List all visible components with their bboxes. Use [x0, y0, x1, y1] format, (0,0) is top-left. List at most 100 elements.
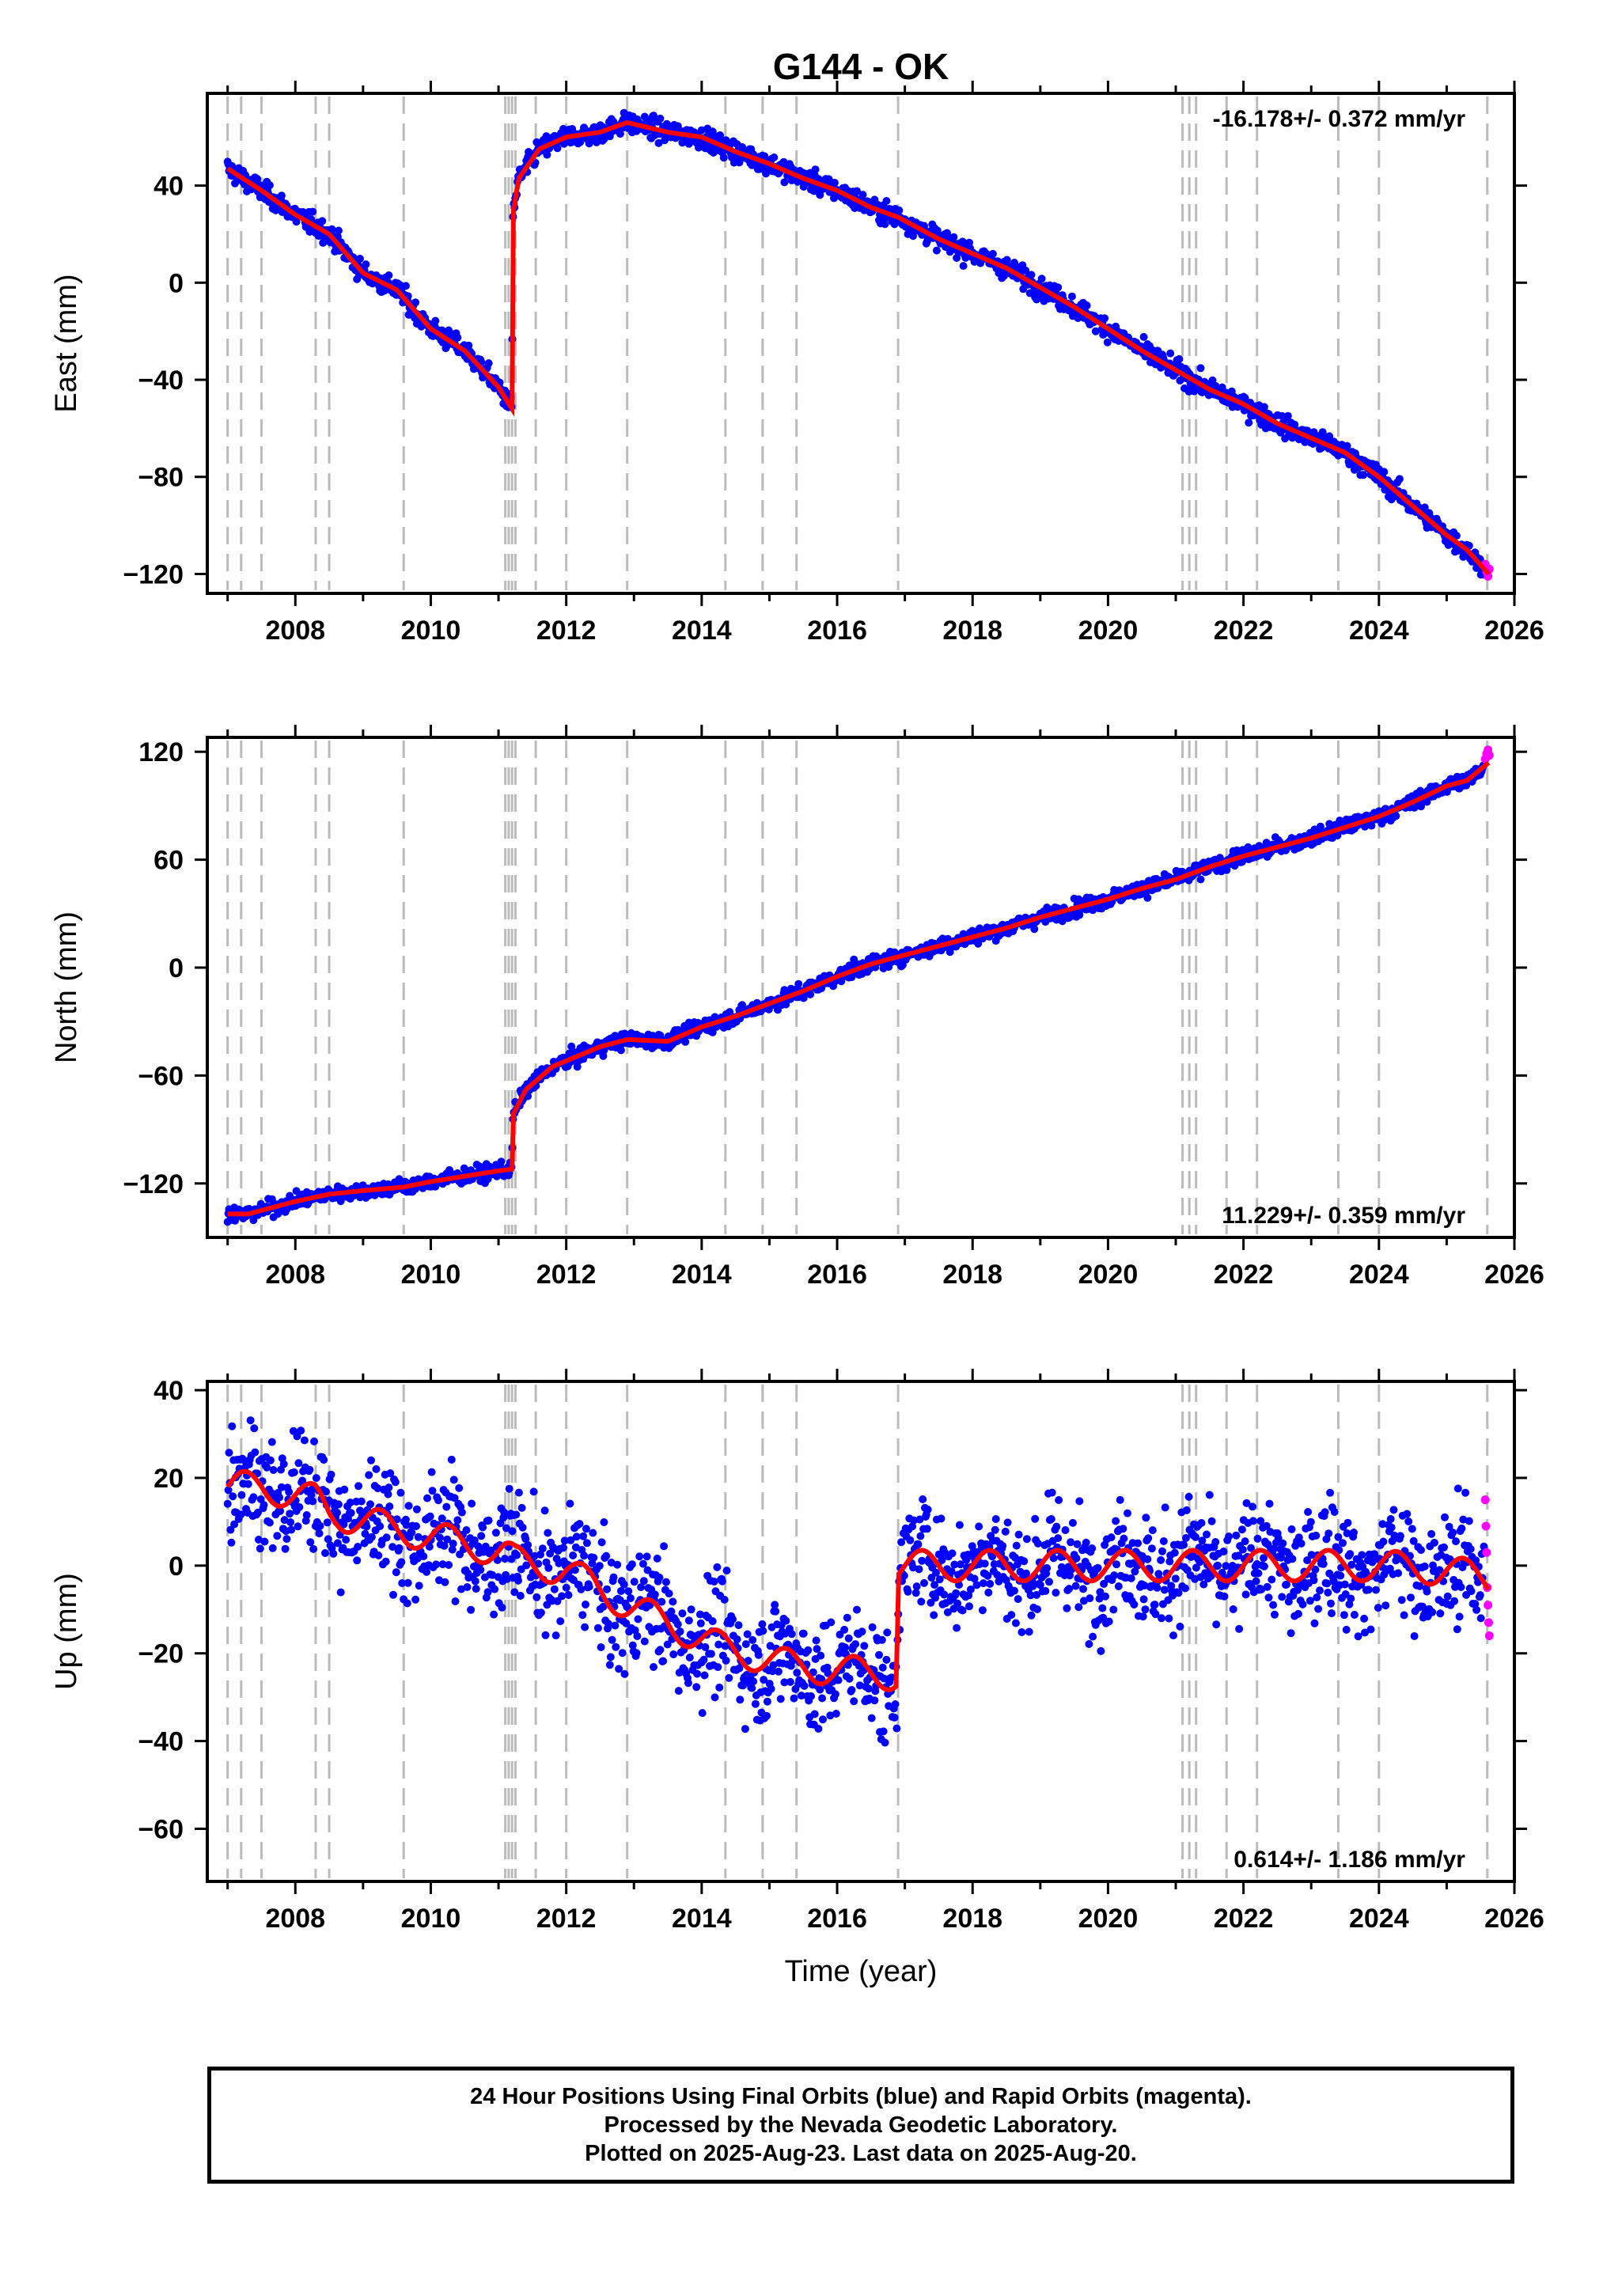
up-data-point	[699, 1655, 708, 1664]
up-data-point	[491, 1585, 499, 1593]
up-data-point	[1112, 1517, 1120, 1525]
up-data-point	[354, 1482, 363, 1491]
up-data-point	[655, 1574, 664, 1582]
up-data-point	[340, 1485, 349, 1494]
up-data-point	[577, 1585, 585, 1593]
east-x-tick-label: 2026	[1484, 616, 1544, 646]
up-data-point	[540, 1506, 549, 1515]
east-data-point	[1283, 411, 1292, 420]
up-data-point	[514, 1488, 523, 1497]
up-data-point	[397, 1558, 406, 1567]
east-data-point	[949, 233, 958, 241]
up-data-point	[1165, 1614, 1173, 1623]
east-data-point	[318, 217, 327, 225]
up-data-point	[1214, 1561, 1222, 1570]
east-data-point	[1101, 314, 1109, 323]
up-data-point	[906, 1536, 915, 1544]
north-rapid-point	[1484, 751, 1494, 760]
up-data-point	[517, 1503, 526, 1512]
up-data-point	[536, 1608, 545, 1617]
up-data-point	[845, 1674, 854, 1683]
up-data-point	[374, 1552, 383, 1559]
up-data-point	[858, 1627, 866, 1636]
up-data-point	[294, 1459, 303, 1468]
up-data-point	[1001, 1527, 1010, 1536]
up-data-point	[692, 1683, 701, 1692]
up-data-point	[498, 1603, 506, 1612]
up-data-point	[917, 1597, 926, 1606]
up-data-point	[816, 1685, 824, 1694]
up-data-point	[463, 1583, 472, 1591]
up-data-point	[711, 1693, 719, 1702]
east-data-point	[559, 139, 568, 148]
up-data-point	[701, 1642, 710, 1651]
up-data-point	[564, 1591, 573, 1599]
east-data-point	[1037, 275, 1046, 283]
up-data-point	[832, 1710, 840, 1718]
up-data-point	[279, 1460, 288, 1468]
up-data-point	[1219, 1548, 1228, 1555]
up-data-point	[620, 1669, 629, 1678]
up-data-point	[285, 1487, 294, 1496]
up-data-point	[741, 1640, 750, 1649]
east-data-point	[1002, 256, 1011, 264]
up-data-point	[1061, 1526, 1070, 1534]
east-data-point	[656, 114, 665, 123]
east-final-orbit-points	[223, 108, 1494, 582]
up-data-point	[585, 1582, 593, 1591]
up-data-point	[227, 1538, 236, 1547]
up-data-point	[710, 1578, 718, 1586]
east-data-point	[830, 179, 839, 187]
up-data-point	[676, 1627, 684, 1636]
up-data-point	[415, 1582, 423, 1590]
east-data-point	[719, 153, 728, 162]
up-data-point	[1212, 1620, 1221, 1629]
east-data-point	[708, 127, 717, 136]
up-data-point	[1003, 1518, 1012, 1527]
east-data-point	[1288, 434, 1297, 442]
up-data-point	[392, 1568, 400, 1577]
up-data-point	[462, 1526, 471, 1534]
up-data-point	[581, 1623, 589, 1631]
up-data-point	[1171, 1574, 1180, 1583]
up-data-point	[684, 1616, 693, 1625]
up-data-point	[965, 1602, 973, 1611]
up-data-point	[476, 1566, 485, 1574]
up-data-point	[1086, 1594, 1094, 1603]
up-data-point	[1047, 1515, 1055, 1523]
up-data-point	[1176, 1622, 1184, 1631]
up-data-point	[814, 1725, 823, 1733]
east-model-line	[226, 119, 1491, 576]
up-data-point	[1161, 1503, 1169, 1512]
east-data-point	[1067, 292, 1076, 301]
up-data-point	[336, 1588, 345, 1597]
up-data-point	[841, 1643, 849, 1652]
up-data-point	[1063, 1604, 1071, 1612]
east-data-point	[1175, 354, 1184, 363]
up-data-point	[294, 1522, 302, 1531]
up-data-point	[1220, 1592, 1229, 1601]
up-data-point	[1205, 1491, 1214, 1499]
up-data-point	[426, 1512, 434, 1521]
up-data-point	[878, 1663, 887, 1672]
up-data-point	[589, 1553, 598, 1562]
up-data-point	[237, 1491, 246, 1499]
up-data-point	[1127, 1574, 1135, 1582]
up-data-point	[442, 1502, 451, 1511]
up-data-point	[1150, 1601, 1159, 1609]
up-data-point	[620, 1580, 628, 1589]
up-data-point	[290, 1468, 298, 1476]
up-data-point	[302, 1511, 311, 1519]
up-data-point	[725, 1673, 733, 1682]
up-data-point	[281, 1544, 290, 1553]
up-data-point	[532, 1593, 541, 1601]
north-data-point	[616, 1046, 625, 1055]
east-data-point	[1196, 364, 1205, 373]
up-data-point	[441, 1578, 449, 1586]
up-data-point	[300, 1436, 309, 1445]
up-data-point	[1184, 1492, 1193, 1501]
up-data-point	[544, 1563, 553, 1572]
up-data-point	[612, 1642, 620, 1651]
up-data-point	[412, 1505, 421, 1514]
up-data-point	[639, 1577, 648, 1586]
